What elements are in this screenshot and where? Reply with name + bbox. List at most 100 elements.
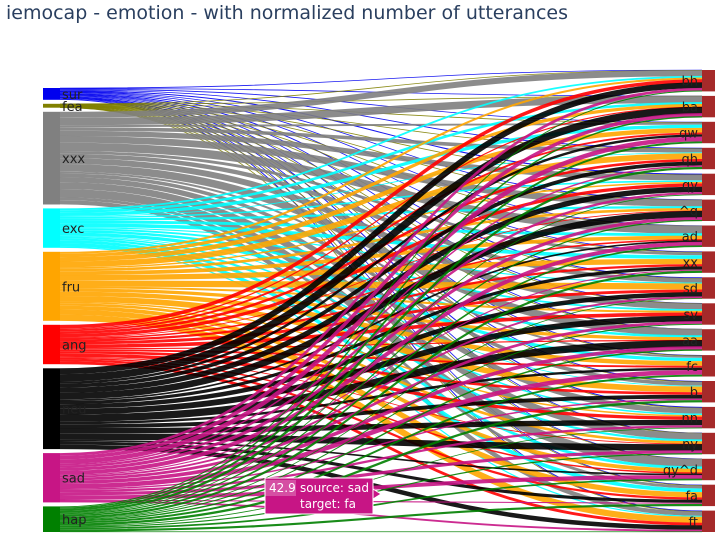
link-neu-xq[interactable]	[59, 210, 703, 400]
target-node-b[interactable]	[702, 381, 715, 403]
link-xxx-sv[interactable]	[59, 158, 703, 310]
target-node-xx[interactable]	[702, 251, 715, 273]
link-fru-bh[interactable]	[59, 77, 703, 254]
link-sad-xx[interactable]	[59, 269, 703, 476]
target-node-qw[interactable]	[702, 121, 715, 144]
link-sad-aa[interactable]	[59, 346, 703, 485]
target-node-fa[interactable]	[702, 484, 715, 507]
target-label-sv: sv	[684, 308, 699, 323]
link-neu-b[interactable]	[59, 394, 703, 429]
link-neu-qh[interactable]	[59, 161, 703, 388]
target-label-bh: bh	[682, 75, 699, 90]
link-hap-sv[interactable]	[59, 323, 703, 521]
source-node-exc[interactable]	[43, 208, 60, 248]
target-node-sv[interactable]	[702, 303, 715, 325]
link-fea-bh[interactable]	[59, 69, 703, 105]
link-sad-xq[interactable]	[59, 216, 703, 471]
link-sad-qw[interactable]	[59, 136, 703, 464]
link-sad-ny[interactable]	[59, 450, 703, 496]
link-sad-sd[interactable]	[59, 296, 703, 478]
target-label-ba: ba	[682, 101, 698, 116]
link-neu-qw[interactable]	[59, 134, 703, 384]
target-node-bh[interactable]	[702, 70, 715, 92]
link-sad-ad[interactable]	[59, 241, 703, 475]
target-node-aa[interactable]	[702, 329, 715, 351]
link-sur-qw[interactable]	[59, 88, 703, 123]
target-node-qyxd[interactable]	[702, 458, 715, 481]
link-sad-sv[interactable]	[59, 321, 703, 481]
link-sad-fa[interactable]	[59, 499, 703, 504]
link-fru-ad[interactable]	[59, 235, 703, 276]
link-hap-xq[interactable]	[59, 219, 703, 515]
source-node-fru[interactable]	[43, 251, 60, 321]
source-label-sur: sur	[62, 88, 83, 103]
target-node-sd[interactable]	[702, 277, 715, 299]
link-hap-xx[interactable]	[59, 270, 703, 519]
target-label-sd: sd	[683, 282, 698, 297]
link-hap-nn[interactable]	[59, 427, 703, 527]
target-node-ad[interactable]	[702, 225, 715, 247]
target-node-ba[interactable]	[702, 95, 715, 118]
link-hap-bh[interactable]	[59, 90, 703, 508]
target-label-xx: xx	[683, 256, 699, 271]
link-sad-qy[interactable]	[59, 191, 703, 468]
link-fea-qh[interactable]	[59, 104, 703, 150]
target-node-ny[interactable]	[702, 432, 715, 455]
link-ang-bh[interactable]	[59, 79, 703, 329]
link-neu-bh[interactable]	[59, 82, 703, 375]
target-node-ft[interactable]	[702, 510, 715, 532]
link-neu-xx[interactable]	[59, 266, 703, 405]
hover-tooltip-pointer	[372, 488, 382, 500]
link-ang-ba[interactable]	[59, 106, 703, 330]
target-label-qyxd: qy^d	[663, 464, 698, 479]
link-exc-fc[interactable]	[59, 232, 703, 362]
target-node-xq[interactable]	[702, 199, 715, 221]
target-node-qy[interactable]	[702, 173, 715, 196]
chart-title: iemocap - emotion - with normalized numb…	[6, 2, 569, 24]
source-node-neu[interactable]	[43, 368, 60, 450]
source-node-ang[interactable]	[43, 324, 60, 365]
link-hap-qy[interactable]	[59, 194, 703, 514]
link-exc-bh[interactable]	[59, 75, 703, 211]
link-exc-qw[interactable]	[59, 124, 703, 217]
link-hap-ad[interactable]	[59, 245, 703, 517]
link-hap-qh[interactable]	[59, 166, 703, 513]
link-fru-qw[interactable]	[59, 127, 703, 262]
link-neu-sv[interactable]	[59, 315, 703, 415]
link-hap-fa[interactable]	[59, 503, 703, 532]
link-hap-b[interactable]	[59, 400, 703, 526]
link-hap-ba[interactable]	[59, 116, 703, 509]
link-hap-sd[interactable]	[59, 298, 703, 520]
link-neu-ad[interactable]	[59, 240, 703, 402]
link-fru-ft[interactable]	[59, 314, 703, 523]
source-node-fea[interactable]	[43, 103, 60, 108]
link-fru-xx[interactable]	[59, 258, 703, 281]
link-sad-nn[interactable]	[59, 425, 703, 493]
link-neu-qy[interactable]	[59, 186, 703, 393]
target-node-fc[interactable]	[702, 355, 715, 377]
target-node-nn[interactable]	[702, 406, 715, 429]
source-node-sur[interactable]	[43, 88, 60, 100]
source-node-sad[interactable]	[43, 453, 60, 503]
link-neu-nn[interactable]	[59, 419, 703, 434]
link-hap-fc[interactable]	[59, 374, 703, 524]
source-node-hap[interactable]	[43, 506, 60, 532]
link-xxx-bh[interactable]	[59, 70, 703, 118]
link-sad-bh[interactable]	[59, 87, 703, 456]
link-sur-bh[interactable]	[59, 69, 703, 89]
link-sad-ba[interactable]	[59, 113, 703, 460]
link-hap-qyxd[interactable]	[59, 478, 703, 530]
link-ang-sd[interactable]	[59, 289, 703, 345]
link-hap-ny[interactable]	[59, 453, 703, 528]
link-sad-fc[interactable]	[59, 370, 703, 489]
target-node-qh[interactable]	[702, 147, 715, 170]
link-neu-ba[interactable]	[59, 106, 703, 382]
link-hap-aa[interactable]	[59, 349, 703, 522]
link-sad-qh[interactable]	[59, 165, 703, 466]
link-neu-sd[interactable]	[59, 292, 703, 409]
link-sad-ft[interactable]	[59, 500, 703, 532]
hover-tooltip-box	[264, 477, 374, 515]
link-hap-qw[interactable]	[59, 141, 703, 511]
source-node-xxx[interactable]	[43, 111, 60, 205]
